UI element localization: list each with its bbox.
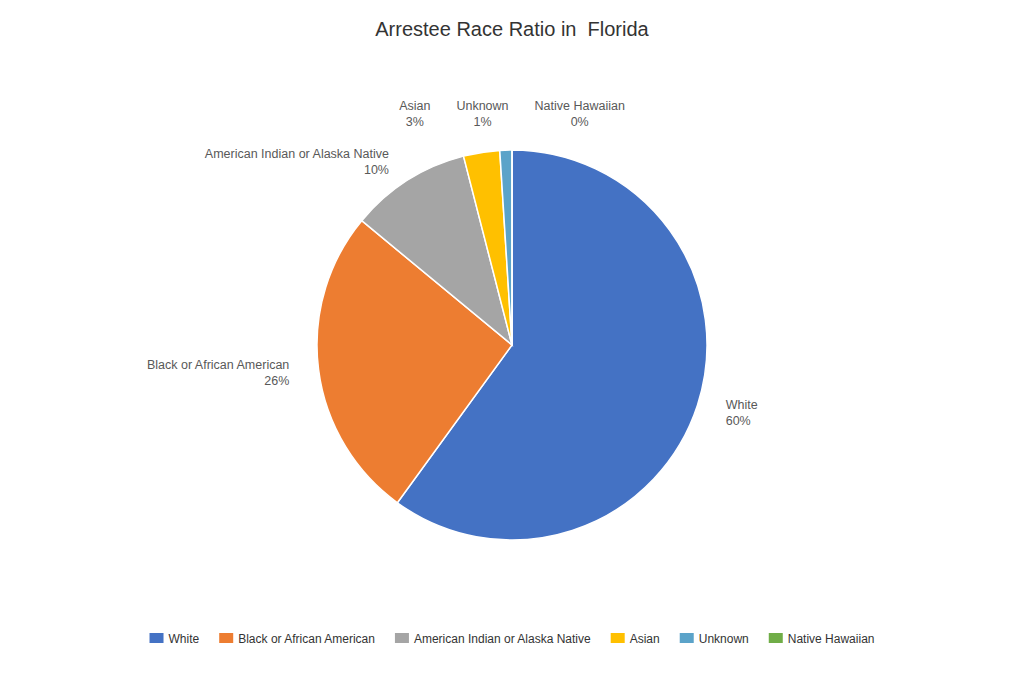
data-label: American Indian or Alaska Native 10% bbox=[205, 147, 389, 177]
legend: White Black or African American American I… bbox=[150, 632, 875, 646]
background bbox=[0, 0, 1024, 683]
legend-label: American Indian or Alaska Native bbox=[414, 632, 591, 646]
data-label-value: 0% bbox=[571, 115, 589, 129]
data-label-value: 10% bbox=[364, 163, 389, 177]
data-label-value: 26% bbox=[264, 374, 289, 388]
legend-label: Native Hawaiian bbox=[788, 632, 875, 646]
chart: Arrestee Race Ratio in Florida White 60% Bl… bbox=[0, 0, 1024, 683]
data-label-category: Unknown bbox=[456, 99, 508, 113]
data-label-value: 60% bbox=[726, 414, 751, 428]
legend-item: American Indian or Alaska Native bbox=[395, 632, 591, 646]
data-label-category: White bbox=[726, 398, 758, 412]
legend-swatch bbox=[769, 633, 783, 643]
legend-item: Unknown bbox=[680, 632, 749, 646]
data-label-category: Asian bbox=[399, 99, 430, 113]
legend-label: Black or African American bbox=[238, 632, 375, 646]
data-label: Unknown 1% bbox=[456, 99, 508, 129]
legend-item: White bbox=[150, 632, 200, 646]
legend-item: Asian bbox=[611, 632, 660, 646]
legend-item: Black or African American bbox=[219, 632, 375, 646]
legend-swatch bbox=[395, 633, 409, 643]
data-label-category: American Indian or Alaska Native bbox=[205, 147, 389, 161]
legend-swatch bbox=[219, 633, 233, 643]
legend-swatch bbox=[611, 633, 625, 643]
legend-swatch bbox=[150, 633, 164, 643]
data-label: Asian 3% bbox=[399, 99, 430, 129]
data-label: White 60% bbox=[726, 398, 758, 428]
data-label: Black or African American 26% bbox=[147, 358, 289, 388]
pie bbox=[317, 150, 707, 540]
data-label-value: 1% bbox=[473, 115, 491, 129]
data-label-value: 3% bbox=[406, 115, 424, 129]
data-label: Native Hawaiian 0% bbox=[535, 99, 625, 129]
slice bbox=[511, 150, 513, 345]
data-labels: White 60% Black or African American 26% Amer… bbox=[147, 99, 758, 428]
slice bbox=[500, 150, 512, 345]
legend-label: Unknown bbox=[699, 632, 749, 646]
legend-item: Native Hawaiian bbox=[769, 632, 875, 646]
legend-swatch bbox=[680, 633, 694, 643]
data-label-category: Native Hawaiian bbox=[535, 99, 625, 113]
legend-label: White bbox=[169, 632, 200, 646]
title: Arrestee Race Ratio in Florida bbox=[375, 18, 649, 40]
data-label-category: Black or African American bbox=[147, 358, 289, 372]
slice bbox=[464, 150, 512, 345]
legend-label: Asian bbox=[630, 632, 660, 646]
